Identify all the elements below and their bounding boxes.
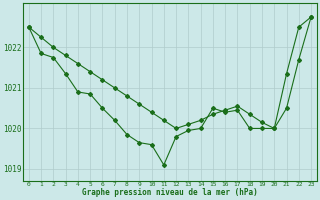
X-axis label: Graphe pression niveau de la mer (hPa): Graphe pression niveau de la mer (hPa)	[82, 188, 258, 197]
